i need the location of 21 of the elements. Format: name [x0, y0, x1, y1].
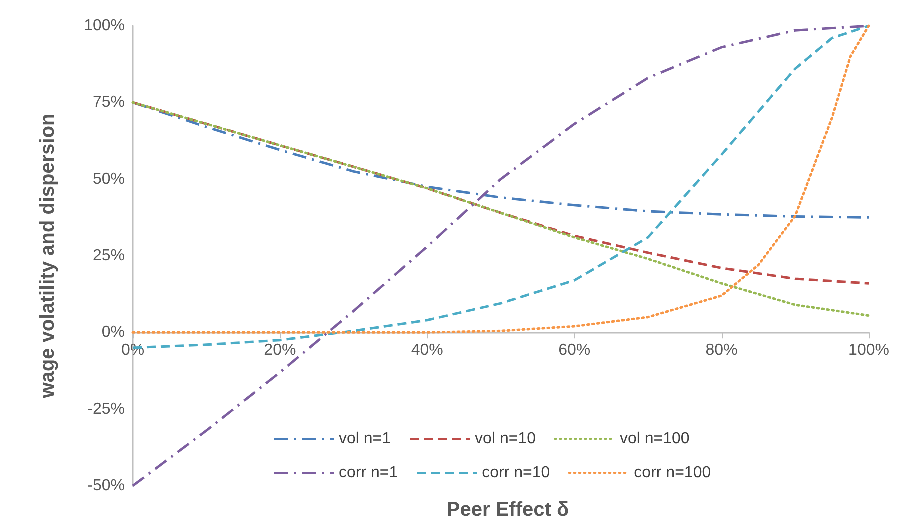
y-tick-label: -50% — [88, 478, 125, 494]
x-tick-label: 80% — [706, 342, 738, 360]
line-series — [132, 101, 870, 318]
legend-label: vol n=10 — [475, 430, 536, 448]
legend-label: vol n=100 — [620, 430, 690, 448]
y-tick-label: 50% — [92, 170, 125, 188]
y-tick-label: -25% — [88, 400, 125, 418]
x-tick-label: 100% — [848, 342, 890, 360]
legend-label: vol n=1 — [339, 430, 392, 448]
x-axis-title: Peer Effect δ — [446, 499, 570, 521]
y-axis-title: wage volatility and dispersion — [37, 114, 59, 400]
legend-label: corr n=100 — [634, 464, 712, 482]
y-tick-label: 0% — [102, 324, 125, 342]
x-tick-label: 40% — [411, 342, 444, 360]
y-tick-label: 100% — [84, 18, 125, 34]
y-tick-label: 75% — [92, 94, 125, 112]
x-tick-label: 20% — [264, 342, 296, 360]
y-tick-label: 25% — [92, 248, 125, 264]
x-tick-label: 60% — [558, 342, 591, 360]
legend-label: corr n=10 — [482, 464, 550, 482]
legend-label: corr n=1 — [339, 464, 398, 482]
